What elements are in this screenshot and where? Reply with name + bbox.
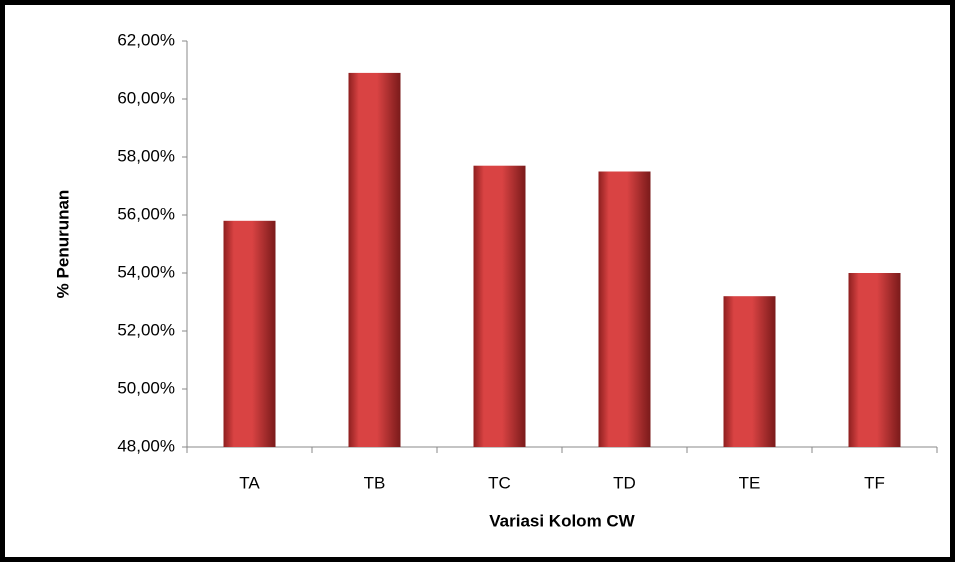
bar bbox=[723, 296, 776, 447]
x-tick-label: TF bbox=[864, 473, 885, 492]
y-axis-label: % Penurunan bbox=[53, 190, 72, 299]
x-tick-label: TB bbox=[364, 473, 386, 492]
bar bbox=[598, 171, 651, 447]
x-tick-label: TD bbox=[613, 473, 636, 492]
y-tick-label: 54,00% bbox=[117, 262, 175, 281]
y-tick-label: 52,00% bbox=[117, 320, 175, 339]
x-tick-label: TA bbox=[239, 473, 260, 492]
x-tick-label: TE bbox=[739, 473, 761, 492]
bar bbox=[223, 220, 276, 447]
y-tick-label: 50,00% bbox=[117, 378, 175, 397]
y-tick-label: 48,00% bbox=[117, 436, 175, 455]
y-tick-label: 58,00% bbox=[117, 146, 175, 165]
x-tick-label: TC bbox=[488, 473, 511, 492]
bar bbox=[848, 273, 901, 447]
x-axis-label: Variasi Kolom CW bbox=[489, 511, 635, 530]
y-tick-label: 56,00% bbox=[117, 204, 175, 223]
bar bbox=[473, 165, 526, 447]
bar bbox=[348, 72, 401, 448]
y-tick-label: 60,00% bbox=[117, 88, 175, 107]
y-tick-label: 62,00% bbox=[117, 30, 175, 49]
